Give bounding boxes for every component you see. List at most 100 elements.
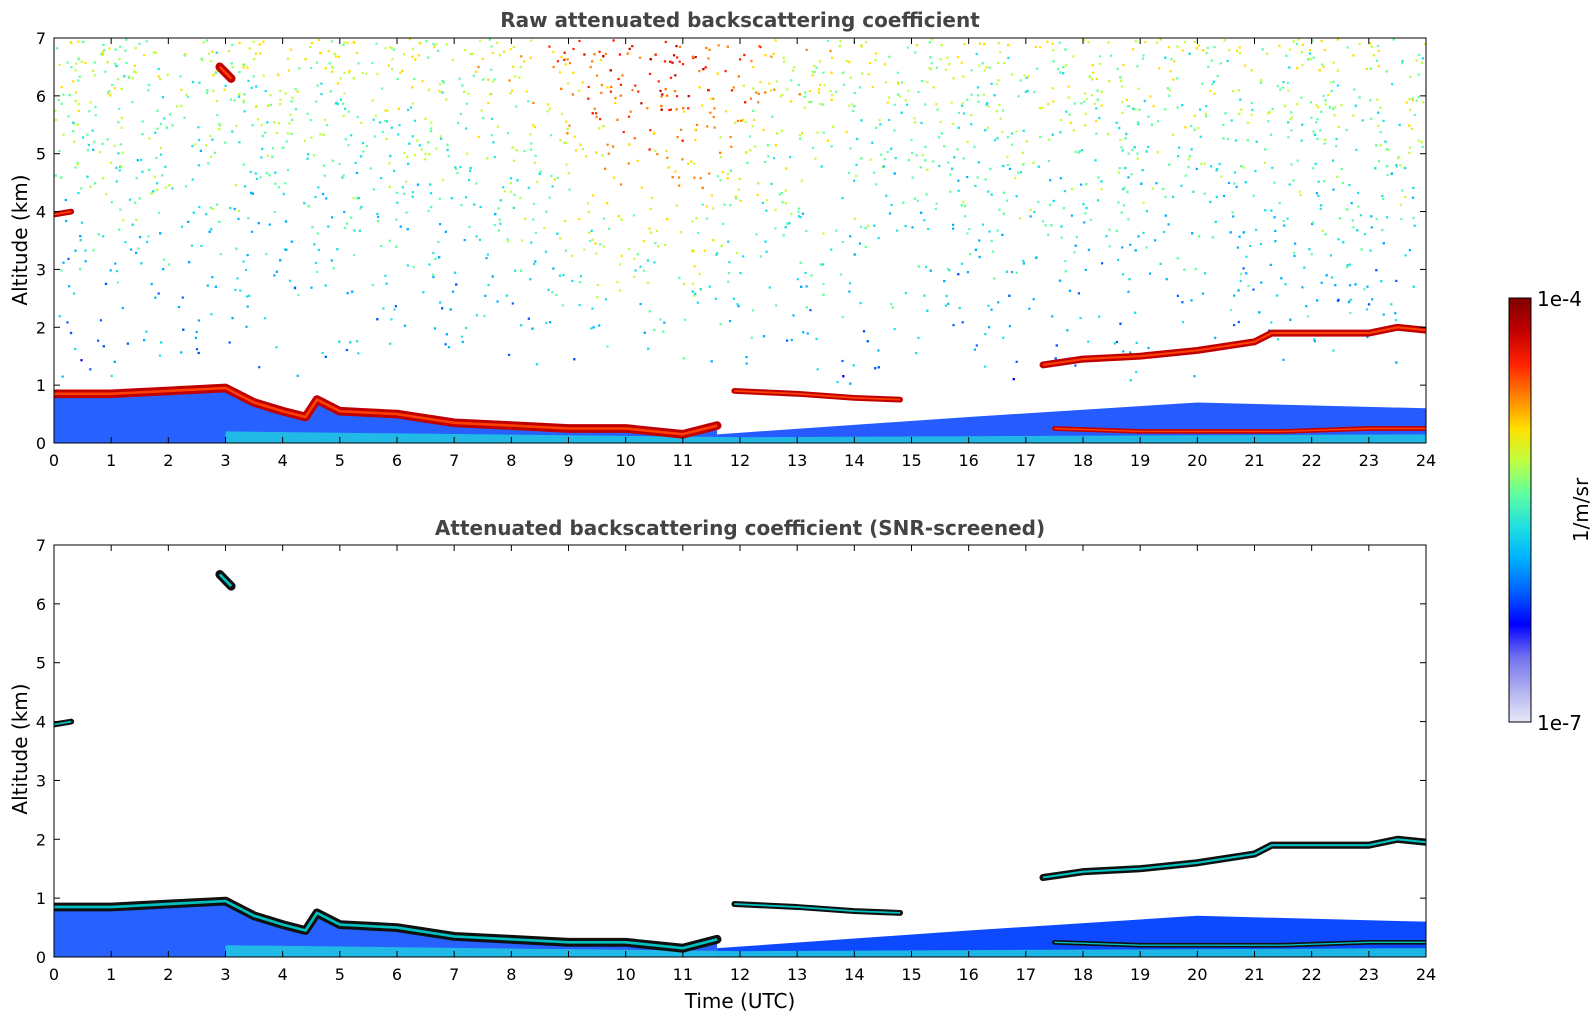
noise-pixel [1047,138,1051,141]
noise-pixel [730,145,733,148]
noise-pixel [973,348,976,351]
noise-pixel [602,217,606,220]
layer-boundary-layer-top-edge [54,386,718,436]
noise-pixel [914,121,917,124]
noise-pixel [561,304,564,307]
noise-pixel [1278,44,1281,47]
noise-pixel [238,71,241,74]
noise-pixel [1249,244,1252,248]
noise-pixel [125,38,128,41]
noise-pixel [507,132,510,135]
noise-pixel [533,161,536,164]
noise-pixel [1281,86,1284,89]
noise-pixel [118,169,121,172]
noise-pixel [473,203,476,206]
layer-cloud-12-15-edge [734,390,901,401]
noise-pixel [544,250,548,253]
noise-pixel [58,63,61,66]
noise-pixel [818,88,821,91]
noise-pixel [796,278,799,281]
noise-pixel [956,56,960,59]
noise-pixel [565,249,568,252]
noise-pixel [502,186,505,189]
noise-pixel [1088,75,1091,79]
noise-pixel [966,175,969,179]
noise-pixel [285,140,288,143]
noise-pixel [393,308,396,311]
noise-pixel [1100,104,1103,107]
noise-pixel [938,164,941,168]
x-tick-label: 2 [163,965,173,984]
noise-pixel [1386,173,1389,177]
noise-pixel [1271,107,1274,111]
noise-pixel [604,167,607,170]
noise-pixel [1337,126,1340,129]
noise-pixel [911,226,914,229]
noise-pixel [694,139,697,142]
noise-pixel [272,147,275,150]
noise-pixel [275,346,278,349]
noise-pixel [480,109,483,112]
noise-pixel [1237,89,1240,92]
noise-pixel [784,202,787,205]
noise-pixel [1238,51,1241,54]
noise-pixel [1336,175,1339,178]
noise-pixel [99,151,102,154]
noise-pixel [648,148,651,151]
noise-pixel [583,53,586,56]
noise-pixel [411,102,414,105]
noise-pixel [679,231,682,234]
noise-pixel [1188,155,1191,158]
noise-pixel [818,60,821,63]
noise-pixel [673,54,676,57]
noise-pixel [1064,48,1067,51]
noise-pixel [1315,121,1318,124]
noise-pixel [853,253,856,256]
noise-pixel [601,154,604,157]
noise-pixel [422,291,425,294]
noise-pixel [1002,336,1005,339]
plot-background [54,545,1426,957]
noise-pixel [130,248,133,251]
noise-pixel [1129,379,1132,382]
noise-pixel [210,313,213,316]
noise-pixel [1193,375,1196,378]
noise-pixel [931,38,934,41]
noise-pixel [1312,56,1315,59]
noise-pixel [1357,205,1360,208]
noise-pixel [1283,104,1287,107]
y-tick-label: 4 [36,713,46,732]
panel-raw-title: Raw attenuated backscattering coefficien… [500,8,980,32]
noise-pixel [594,242,597,245]
noise-pixel [411,47,415,50]
noise-pixel [1332,61,1335,64]
y-tick-label: 2 [36,318,46,337]
noise-pixel [552,51,555,54]
noise-pixel [629,110,632,113]
noise-pixel [359,207,362,210]
noise-pixel [823,84,826,87]
noise-pixel [282,192,285,196]
noise-pixel [1358,96,1361,99]
y-tick-label: 6 [36,595,46,614]
noise-pixel [593,107,596,110]
noise-pixel [523,60,526,63]
noise-pixel [639,303,642,306]
noise-pixel [343,41,346,44]
noise-pixel [317,186,320,189]
noise-pixel [120,165,123,168]
noise-pixel [567,172,570,175]
noise-pixel [1415,59,1418,62]
noise-pixel [1356,229,1359,232]
noise-pixel [578,39,581,43]
noise-pixel [924,103,927,106]
noise-pixel [1060,225,1063,228]
noise-pixel [839,39,842,43]
noise-pixel [811,70,814,73]
noise-pixel [164,165,167,168]
x-tick-label: 4 [278,965,288,984]
noise-pixel [195,330,198,334]
noise-pixel [509,177,513,180]
noise-pixel [1118,126,1121,130]
noise-pixel [91,129,94,132]
